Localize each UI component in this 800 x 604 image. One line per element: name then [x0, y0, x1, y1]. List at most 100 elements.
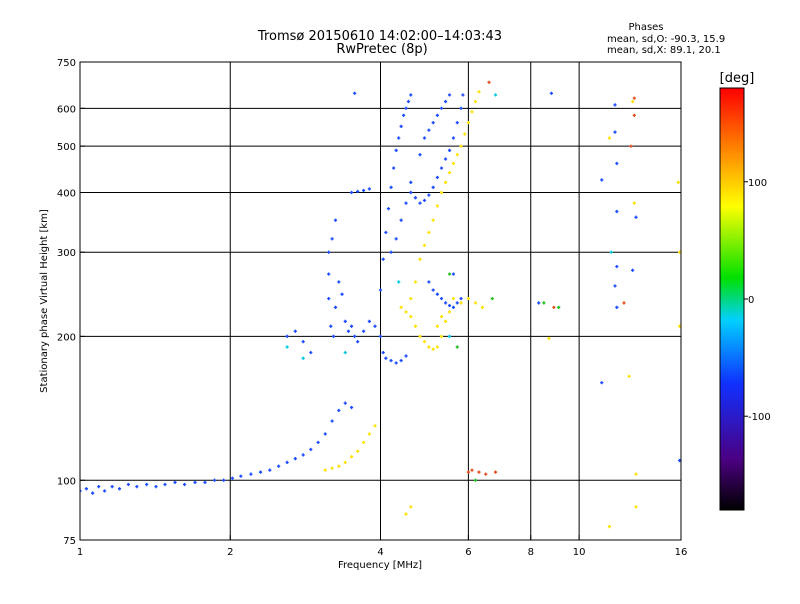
data-point: [126, 482, 130, 487]
data-point: [409, 505, 413, 509]
y-tick-label: 750: [57, 58, 76, 69]
data-point: [447, 148, 452, 152]
data-point: [402, 113, 406, 117]
data-point: [615, 264, 619, 269]
x-tick-label: 4: [377, 547, 383, 558]
data-point: [409, 296, 413, 301]
data-point: [466, 121, 470, 125]
data-point: [381, 257, 385, 261]
data-point: [378, 288, 383, 292]
data-point: [473, 301, 478, 305]
data-point: [135, 485, 139, 489]
data-point: [239, 474, 243, 478]
data-point: [399, 358, 403, 363]
y-tick-label: 300: [57, 248, 76, 259]
data-point: [409, 190, 413, 195]
data-point: [435, 204, 439, 208]
data-point: [80, 489, 82, 493]
data-point: [327, 296, 331, 301]
data-point: [549, 91, 554, 95]
data-point: [480, 305, 484, 309]
data-point: [613, 103, 617, 107]
data-point: [422, 243, 427, 248]
data-point: [451, 272, 456, 276]
data-point: [447, 93, 452, 97]
data-point: [451, 161, 456, 166]
data-point: [97, 485, 101, 489]
data-point: [337, 464, 341, 468]
data-point: [634, 215, 638, 219]
y-tick-label: 500: [57, 142, 76, 153]
data-point: [473, 478, 478, 482]
data-point: [537, 301, 541, 305]
colorbar-label-box: [720, 70, 754, 86]
data-point: [477, 90, 481, 94]
data-point: [427, 280, 431, 284]
data-point: [301, 340, 305, 344]
data-point: [384, 230, 388, 235]
data-point: [349, 324, 354, 328]
data-point: [461, 93, 465, 97]
data-point: [268, 468, 272, 472]
data-point: [435, 175, 439, 180]
data-point: [493, 470, 498, 474]
data-point: [331, 334, 336, 338]
data-point: [230, 476, 235, 480]
data-point: [399, 218, 403, 222]
data-point: [547, 336, 551, 341]
data-point: [323, 432, 327, 436]
data-point: [484, 472, 488, 476]
data-point: [439, 315, 444, 319]
data-point: [404, 201, 408, 205]
data-point: [439, 166, 444, 170]
data-point: [327, 272, 331, 276]
data-point: [451, 305, 456, 309]
data-point: [337, 408, 341, 413]
data-point: [427, 345, 431, 349]
data-point: [373, 324, 377, 328]
x-tick-label: 10: [573, 547, 586, 558]
data-point: [384, 356, 388, 360]
data-point: [615, 209, 619, 214]
data-point: [418, 334, 422, 338]
data-point: [343, 350, 347, 355]
data-point: [622, 301, 626, 305]
data-point: [349, 405, 354, 410]
y-tick-label: 400: [57, 188, 76, 199]
data-point: [399, 124, 403, 128]
data-point: [349, 190, 354, 195]
data-point: [212, 478, 217, 482]
data-point: [346, 329, 351, 333]
data-point: [340, 292, 344, 296]
data-point: [676, 180, 680, 184]
y-tick-label: 100: [57, 476, 76, 487]
data-point: [470, 468, 474, 472]
data-point: [397, 136, 401, 140]
data-point: [343, 401, 347, 405]
data-point: [607, 136, 612, 140]
data-point: [163, 482, 167, 487]
data-point: [285, 334, 289, 338]
data-point: [285, 460, 289, 464]
chart-subtitle: RwPretec (8p): [336, 42, 427, 57]
data-point: [409, 93, 413, 97]
data-point: [84, 487, 89, 491]
data-point: [613, 284, 617, 288]
data-point: [110, 485, 114, 489]
data-point: [443, 157, 448, 161]
data-point: [493, 93, 498, 97]
data-point: [552, 305, 556, 309]
chart-title: Tromsø 20150610 14:02:00–14:03:43: [257, 29, 502, 44]
colorbar-tick-label: 100: [748, 178, 767, 189]
data-point: [362, 329, 366, 333]
data-point: [455, 301, 459, 305]
data-point: [600, 178, 604, 182]
data-point: [293, 457, 297, 461]
data-point: [117, 487, 122, 491]
data-point: [459, 301, 463, 305]
data-point: [435, 324, 439, 328]
data-point: [632, 96, 636, 100]
data-point: [343, 460, 347, 464]
y-tick-label: 600: [57, 104, 76, 115]
data-point: [427, 193, 431, 197]
